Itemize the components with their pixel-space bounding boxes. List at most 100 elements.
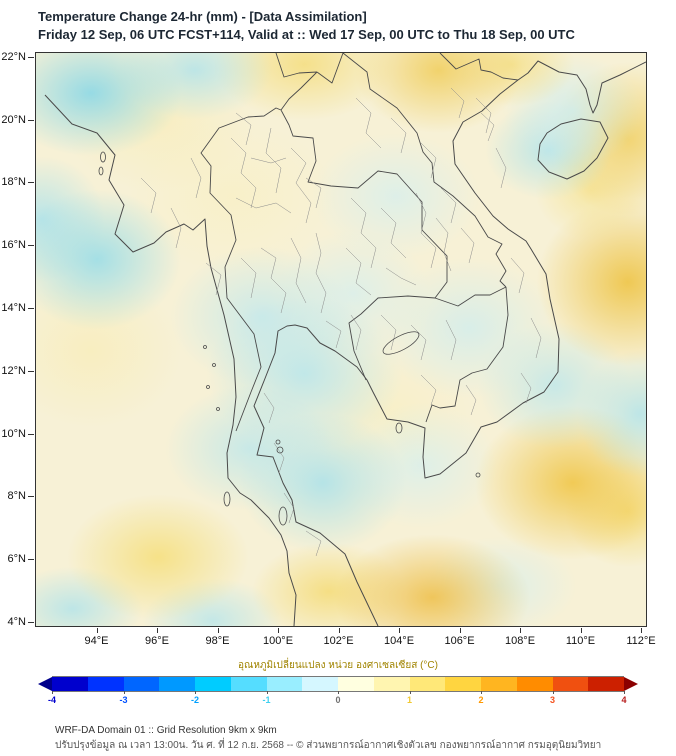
temperature-anomaly-field (36, 53, 646, 626)
x-axis-tick-label: 108°E (504, 635, 536, 647)
y-axis-tick-mark (28, 370, 34, 372)
colorbar-tick-mark (195, 691, 196, 694)
colorbar-tick-label: -1 (262, 695, 271, 705)
colorbar-segment (552, 677, 589, 691)
colorbar-segment (123, 677, 160, 691)
x-axis-tick-label: 104°E (383, 635, 415, 647)
colorbar-segment (338, 677, 374, 691)
colorbar-segment (445, 677, 481, 691)
colorbar-tick-label: -3 (119, 695, 128, 705)
map-outlines (44, 53, 646, 626)
colorbar-segment (52, 677, 88, 691)
y-axis-tick-mark (28, 496, 34, 498)
colorbar-segment (373, 677, 410, 691)
x-axis-tick-mark (278, 628, 279, 633)
colorbar-tick-label: 0 (335, 695, 341, 705)
colorbar-tick-label: 2 (478, 695, 484, 705)
y-axis-tick-label: 6°N (7, 553, 26, 566)
y-axis-tick-label: 22°N (1, 50, 26, 63)
page-subtitle: Friday 12 Sep, 06 UTC FCST+114, Valid at… (38, 27, 575, 42)
colorbar (38, 676, 638, 692)
colorbar-tick-mark (52, 691, 53, 694)
colorbar-segment (481, 677, 517, 691)
y-axis-tick-label: 20°N (1, 113, 26, 126)
y-axis-tick-label: 14°N (1, 301, 26, 314)
colorbar-segment (87, 677, 124, 691)
hainan-island (537, 118, 609, 180)
footer-domain-info: WRF-DA Domain 01 :: Grid Resolution 9km … (55, 725, 277, 736)
colorbar-segments (52, 676, 624, 692)
colorbar-segment (159, 677, 195, 691)
x-axis: 94°E 96°E 98°E 100°E 102°E 104°E 106°E 108°E 110… (36, 628, 656, 650)
x-axis-tick-label: 112°E (626, 635, 656, 647)
y-axis-tick-mark (28, 433, 34, 435)
colorbar-segment (588, 677, 624, 691)
header: Temperature Change 24-hr (mm) - [Data As… (0, 0, 676, 44)
x-axis-tick-mark (520, 628, 521, 633)
colorbar-tick-mark (481, 691, 482, 694)
x-axis-tick-mark (399, 628, 400, 633)
x-axis-tick-mark (157, 628, 158, 633)
x-axis-tick-label: 94°E (84, 635, 109, 647)
y-axis-tick-label: 12°N (1, 364, 26, 377)
country-borders (200, 53, 519, 432)
map-plot: 22°N 20°N 18°N 16°N 14°N 12°N 10°N 8°N 6°N 4°N (0, 50, 676, 652)
y-axis-tick-mark (28, 307, 34, 309)
x-axis-tick-label: 100°E (262, 635, 294, 647)
colorbar-segment (302, 677, 338, 691)
x-axis-tick-label: 102°E (323, 635, 354, 647)
colorbar-label: อุณหภูมิเปลี่ยนแปลง หน่วย องศาเซลเซียส (… (238, 660, 438, 671)
colorbar-tick-labels: -4 -3 -2 -1 0 1 2 3 4 (38, 691, 638, 707)
x-axis-tick-mark (96, 628, 98, 633)
colorbar-tick-mark (266, 691, 268, 694)
x-axis-tick-mark (641, 628, 642, 633)
footer: WRF-DA Domain 01 :: Grid Resolution 9km … (55, 723, 676, 753)
islands-and-lakes (98, 151, 481, 526)
y-axis-tick-mark (28, 119, 34, 121)
map-frame (35, 52, 647, 627)
colorbar-right-arrow (624, 677, 638, 691)
colorbar-segment (230, 677, 267, 691)
y-axis-tick-label: 18°N (1, 176, 26, 189)
colorbar-tick-mark (123, 691, 125, 694)
colorbar-tick-mark (624, 691, 625, 694)
colorbar-tick-label: 1 (406, 695, 413, 705)
y-axis-tick-label: 10°N (1, 427, 26, 440)
x-axis-tick-label: 106°E (444, 635, 475, 647)
province-boundaries (140, 87, 542, 557)
x-axis-tick-mark (217, 628, 219, 633)
y-axis: 22°N 20°N 18°N 16°N 14°N 12°N 10°N 8°N 6°N 4°N (0, 50, 34, 628)
colorbar-left-arrow (38, 677, 52, 691)
x-axis-tick-label: 96°E (145, 635, 169, 647)
tonle-sap-lake (382, 331, 420, 355)
coastline (44, 60, 646, 626)
y-axis-tick-mark (28, 182, 34, 184)
phuket-island (223, 491, 231, 507)
y-axis-tick-mark (28, 56, 34, 58)
songkhla-lake (278, 506, 288, 526)
x-axis-tick-mark (580, 628, 582, 633)
x-axis-tick-label: 110°E (565, 635, 596, 647)
colorbar-segment (266, 677, 303, 691)
colorbar-segment (195, 677, 231, 691)
y-axis-tick-label: 4°N (7, 615, 26, 628)
footer-update-info: ปรับปรุงข้อมูล ณ เวลา 13:00น. วัน ศ. ที่… (55, 740, 602, 751)
y-axis-tick-mark (28, 559, 34, 561)
page-title: Temperature Change 24-hr (mm) - [Data As… (38, 9, 367, 24)
colorbar-tick-mark (552, 691, 554, 694)
colorbar-segment (409, 677, 446, 691)
x-axis-tick-mark (459, 628, 461, 633)
colorbar-tick-mark (338, 691, 339, 694)
colorbar-tick-mark (409, 691, 411, 694)
y-axis-tick-mark (28, 245, 34, 247)
colorbar-tick-label: -4 (47, 695, 57, 705)
colorbar-tick-label: -2 (190, 695, 200, 705)
x-axis-tick-label: 98°E (205, 635, 230, 647)
colorbar-segment (516, 677, 553, 691)
y-axis-tick-mark (28, 621, 34, 623)
colorbar-tick-label: 3 (549, 695, 556, 705)
y-axis-tick-label: 8°N (7, 490, 26, 503)
colorbar-tick-label: 4 (621, 695, 627, 705)
y-axis-tick-label: 16°N (1, 239, 26, 252)
